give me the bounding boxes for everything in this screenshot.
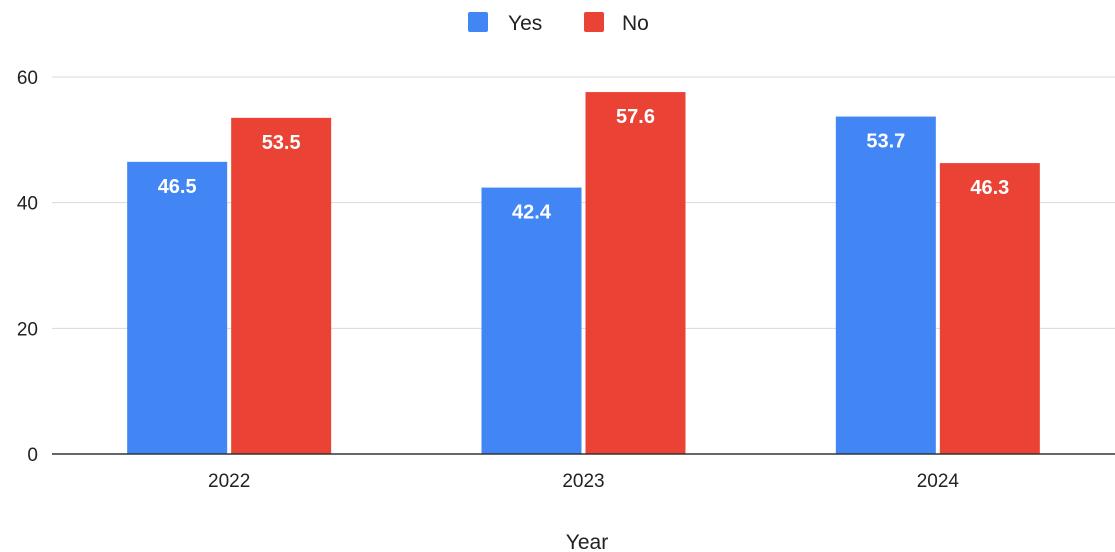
y-tick-label-0: 0 <box>27 445 38 466</box>
y-tick-label-60: 60 <box>17 68 38 89</box>
bar-no-2024 <box>939 163 1040 454</box>
data-label-yes-2022: 46.5 <box>158 176 197 198</box>
data-label-yes-2023: 42.4 <box>512 202 552 224</box>
bar-yes-2024 <box>835 116 936 455</box>
data-labels: 46.5 53.5 42.4 57.6 53.7 46.3 <box>158 106 1010 224</box>
legend-swatch-yes <box>468 12 488 32</box>
x-tick-label-2024: 2024 <box>917 471 960 492</box>
data-label-no-2023: 57.6 <box>616 106 655 128</box>
data-label-no-2022: 53.5 <box>262 132 301 154</box>
bars <box>127 92 1040 455</box>
x-tick-label-2022: 2022 <box>208 471 250 492</box>
bar-yes-2022 <box>127 161 228 454</box>
y-tick-label-40: 40 <box>17 194 38 215</box>
data-label-no-2024: 46.3 <box>970 177 1009 199</box>
y-tick-label-20: 20 <box>17 319 38 340</box>
legend-swatch-no <box>584 12 604 32</box>
legend-label-no: No <box>622 12 649 35</box>
legend-label-yes: Yes <box>508 12 542 35</box>
bar-yes-2023 <box>481 187 582 454</box>
x-tick-label-2023: 2023 <box>562 471 604 492</box>
x-axis-ticks: 2022 2023 2024 <box>208 471 959 492</box>
x-axis-title: Year <box>566 531 608 552</box>
y-axis-ticks: 0 20 40 60 <box>17 68 38 466</box>
bar-no-2023 <box>585 92 686 454</box>
gridlines <box>52 76 1115 329</box>
legend: Yes No <box>468 12 649 35</box>
bar-no-2022 <box>231 117 332 454</box>
data-label-yes-2024: 53.7 <box>866 131 905 153</box>
